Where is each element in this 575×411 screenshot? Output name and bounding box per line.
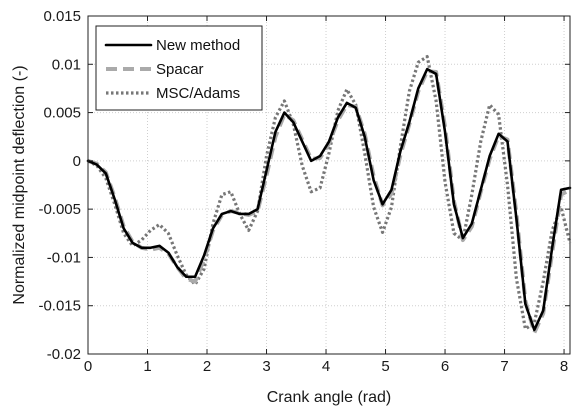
x-tick-label: 8 bbox=[560, 358, 568, 375]
y-tick-label: 0.01 bbox=[52, 56, 81, 73]
x-axis-label: Crank angle (rad) bbox=[267, 389, 392, 406]
legend-label: MSC/Adams bbox=[156, 85, 240, 102]
legend-label: New method bbox=[156, 37, 240, 54]
y-tick-label: -0.015 bbox=[38, 298, 81, 315]
x-tick-label: 1 bbox=[143, 358, 151, 375]
y-tick-label: 0.005 bbox=[43, 105, 81, 122]
ticks: 0 1 2 3 4 5 6 7 8 -0.02 -0.015 -0.01 -0.005 0 0.005 0.0… bbox=[38, 8, 570, 375]
x-tick-label: 3 bbox=[262, 358, 270, 375]
series-layer bbox=[86, 54, 572, 335]
y-axis-label: Normalized midpoint deflection (-) bbox=[11, 65, 28, 304]
y-tick-label: -0.005 bbox=[38, 201, 81, 218]
y-tick-label: -0.01 bbox=[47, 249, 81, 266]
x-tick-label: 5 bbox=[381, 358, 389, 375]
x-tick-label: 2 bbox=[203, 358, 211, 375]
x-tick-label: 7 bbox=[500, 358, 508, 375]
y-tick-label: -0.02 bbox=[47, 346, 81, 363]
y-tick-label: 0 bbox=[73, 153, 81, 170]
x-tick-label: 0 bbox=[84, 358, 92, 375]
plot-frame bbox=[87, 15, 571, 355]
x-tick-label: 6 bbox=[441, 358, 449, 375]
legend-label: Spacar bbox=[156, 61, 204, 78]
series-line-msc-adams bbox=[87, 54, 572, 331]
series-line-new-method bbox=[86, 67, 572, 332]
y-tick-label: 0.015 bbox=[43, 8, 81, 25]
x-tick-label: 4 bbox=[322, 358, 330, 375]
legend: New method Spacar MSC/Adams bbox=[95, 25, 263, 111]
